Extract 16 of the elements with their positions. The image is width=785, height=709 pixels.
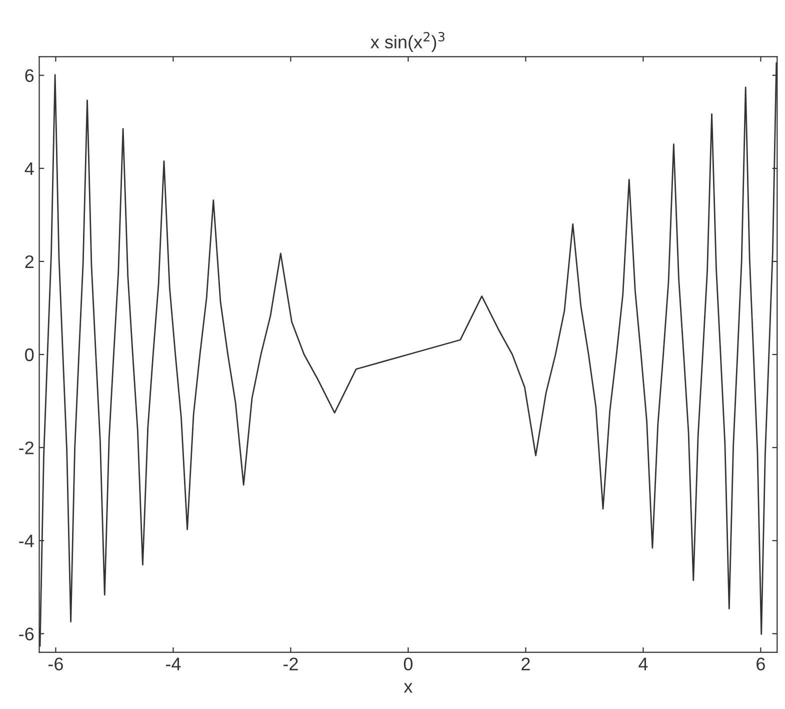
x-tick-label: 2 [522,658,530,670]
y-tick-label: -2 [19,441,34,454]
x-tick-label: -6 [48,658,63,670]
x-tick-label: 6 [756,658,765,670]
x-tick-label: -2 [283,658,298,670]
x-tick-label: 4 [638,658,648,670]
y-tick-label: 4 [24,162,34,175]
y-tick-label: 6 [25,69,34,82]
y-tick-label: 0 [25,348,34,362]
y-tick-label: 2 [25,255,34,268]
y-tick-label: -4 [19,534,34,548]
x-tick-label: -4 [166,658,181,670]
y-tick-label: -6 [19,628,34,640]
chart-title: x sin(x$^{2}$)$^{3}$ [370,32,444,52]
x-axis-title: x [404,683,413,693]
x-tick-label: 0 [404,658,413,670]
